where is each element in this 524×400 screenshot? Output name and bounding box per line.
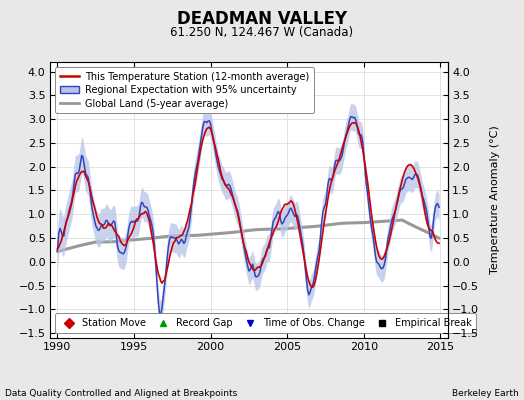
Text: Data Quality Controlled and Aligned at Breakpoints: Data Quality Controlled and Aligned at B… <box>5 389 237 398</box>
Legend: Station Move, Record Gap, Time of Obs. Change, Empirical Break: Station Move, Record Gap, Time of Obs. C… <box>54 314 476 333</box>
Text: DEADMAN VALLEY: DEADMAN VALLEY <box>177 10 347 28</box>
Text: 61.250 N, 124.467 W (Canada): 61.250 N, 124.467 W (Canada) <box>170 26 354 39</box>
Text: Berkeley Earth: Berkeley Earth <box>452 389 519 398</box>
Y-axis label: Temperature Anomaly (°C): Temperature Anomaly (°C) <box>490 126 500 274</box>
